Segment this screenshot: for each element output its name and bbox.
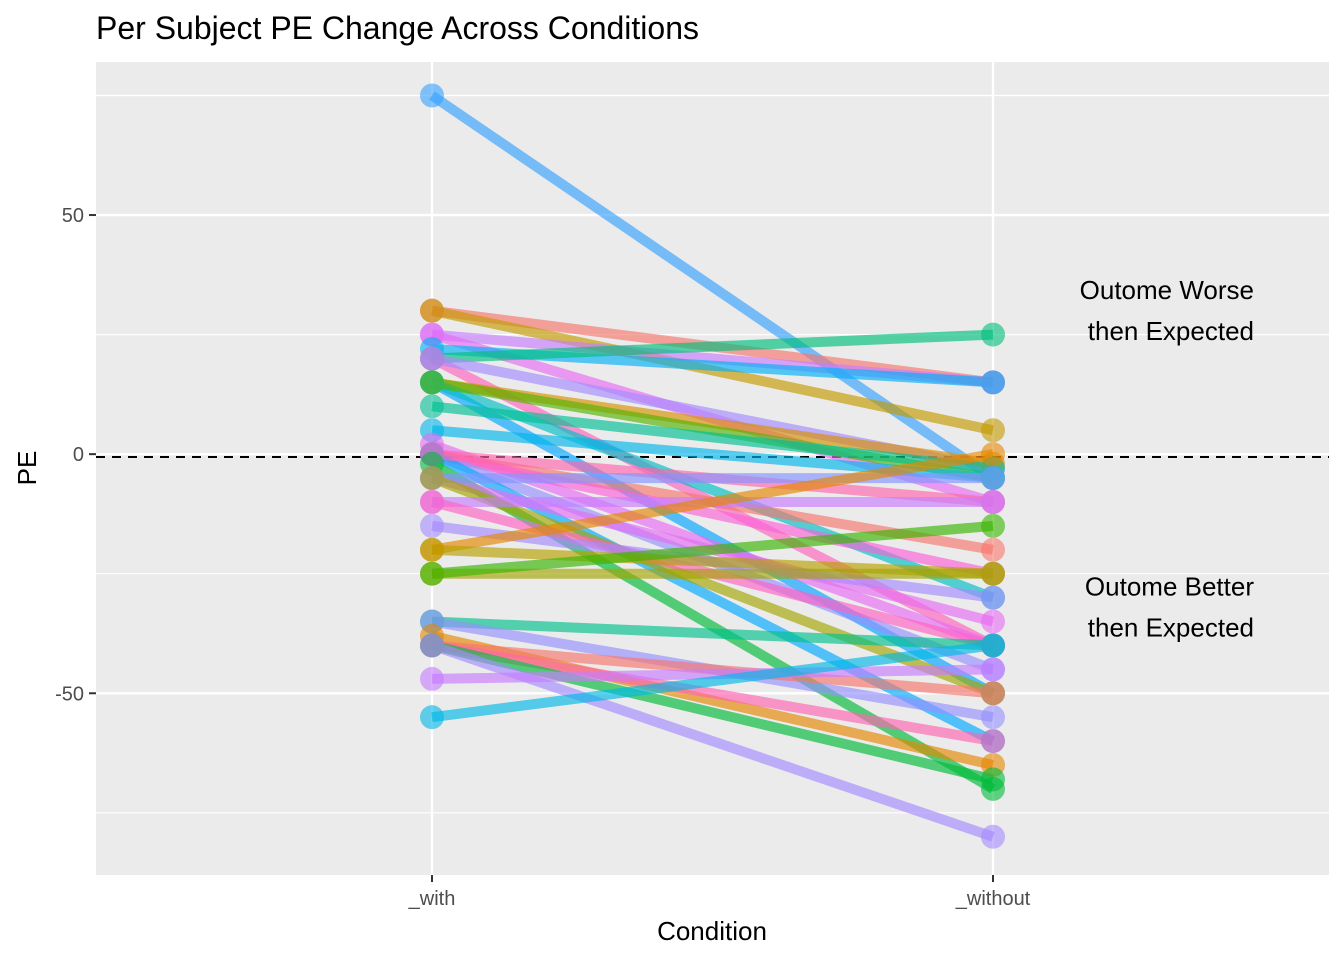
- data-point: [981, 442, 1005, 467]
- series-line: [430, 640, 995, 785]
- data-point: [420, 489, 444, 514]
- y-tick-label: -50: [55, 683, 84, 705]
- y-axis-title: PE: [12, 451, 42, 486]
- x-axis-title: Condition: [657, 916, 767, 946]
- y-tick-label: 50: [62, 205, 84, 227]
- data-point: [420, 705, 444, 730]
- series-line: [431, 329, 994, 364]
- series-line: [431, 449, 994, 555]
- data-point: [981, 322, 1005, 347]
- x-axis: _with _without: [408, 875, 1031, 910]
- data-point: [420, 513, 444, 538]
- data-point: [981, 513, 1005, 538]
- data-point: [420, 537, 444, 562]
- data-point: [420, 394, 444, 419]
- chart-title: Per Subject PE Change Across Conditions: [96, 10, 699, 46]
- data-point: [420, 561, 444, 586]
- data-point: [981, 767, 1005, 792]
- annotation-text: then Expected: [1088, 316, 1254, 346]
- data-point: [981, 609, 1005, 634]
- series-points: [420, 83, 1005, 849]
- series-line: [431, 640, 994, 747]
- series-line: [431, 520, 994, 579]
- data-point: [981, 537, 1005, 562]
- series-line: [431, 401, 994, 474]
- data-point: [420, 83, 444, 108]
- y-axis: -50 0 50: [55, 205, 96, 705]
- data-point: [981, 370, 1005, 395]
- data-point: [420, 633, 444, 658]
- grid-minor: [96, 94, 1329, 814]
- data-point: [981, 824, 1005, 849]
- y-tick-label: 0: [73, 444, 84, 466]
- data-point: [981, 681, 1005, 706]
- annotation-text: then Expected: [1088, 613, 1254, 643]
- data-point: [981, 418, 1005, 443]
- data-point: [420, 466, 444, 491]
- data-point: [981, 657, 1005, 682]
- series-lines: [429, 91, 996, 842]
- data-point: [981, 705, 1005, 730]
- data-point: [420, 346, 444, 371]
- data-point: [981, 633, 1005, 658]
- data-point: [420, 666, 444, 691]
- data-point: [981, 729, 1005, 754]
- data-point: [420, 370, 444, 395]
- annotation-text: Outome Worse: [1080, 275, 1254, 305]
- annotation-text: Outome Better: [1085, 572, 1254, 602]
- data-point: [981, 466, 1005, 491]
- series-line: [431, 664, 994, 684]
- series-line: [431, 640, 994, 723]
- plot-panel: [96, 62, 1329, 875]
- x-tick-label: _with: [408, 888, 456, 910]
- data-point: [420, 298, 444, 323]
- data-point: [981, 489, 1005, 514]
- series-line: [431, 616, 994, 651]
- x-tick-label: _without: [955, 888, 1031, 910]
- data-point: [981, 561, 1005, 586]
- annotations: Outome Worse then Expected Outome Better th…: [1080, 275, 1255, 643]
- data-point: [981, 585, 1005, 610]
